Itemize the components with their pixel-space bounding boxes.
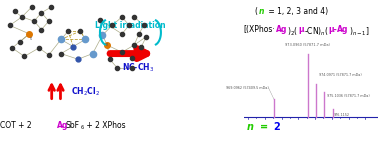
Text: SbF: SbF: [66, 121, 80, 130]
Text: =: =: [260, 122, 268, 132]
Text: 973.0960 (57871.7 mDa): 973.0960 (57871.7 mDa): [285, 43, 330, 47]
Text: μ-: μ-: [328, 25, 337, 34]
Text: )$_2$(: )$_2$(: [287, 25, 298, 38]
Text: n: n: [246, 122, 254, 132]
Text: μ: μ: [298, 25, 304, 34]
Text: Ag: Ag: [276, 25, 287, 34]
Text: )$_{n-1}$]: )$_{n-1}$]: [349, 25, 370, 38]
Text: Light irradiation: Light irradiation: [95, 21, 166, 30]
Text: -CN)$_n$(: -CN)$_n$(: [304, 25, 328, 38]
Text: 969.0962 (57409.5 mDa): 969.0962 (57409.5 mDa): [226, 86, 269, 90]
Text: NC-CH$_3$: NC-CH$_3$: [122, 61, 154, 74]
Text: 975.1036 (57871.7 mDa): 975.1036 (57871.7 mDa): [327, 94, 370, 98]
Text: Ag: Ag: [337, 25, 349, 34]
Text: P2: P2: [106, 43, 109, 47]
Text: [(XPhos·: [(XPhos·: [244, 25, 276, 34]
Text: P1: P1: [30, 38, 33, 41]
Text: 6: 6: [81, 125, 84, 130]
Text: 2: 2: [273, 122, 280, 132]
Text: + 2 XPhos: + 2 XPhos: [84, 121, 126, 130]
Text: 974.0971 (57871.7 mDa): 974.0971 (57871.7 mDa): [319, 73, 361, 77]
Text: 976.1152: 976.1152: [334, 113, 350, 117]
Text: CH$_2$Cl$_2$: CH$_2$Cl$_2$: [71, 85, 100, 98]
Text: COT + 2: COT + 2: [0, 121, 34, 130]
Text: n: n: [259, 7, 265, 16]
Text: (: (: [254, 7, 257, 16]
Text: = 1, 2, 3 and 4): = 1, 2, 3 and 4): [266, 7, 328, 16]
Text: Ag: Ag: [57, 121, 69, 130]
